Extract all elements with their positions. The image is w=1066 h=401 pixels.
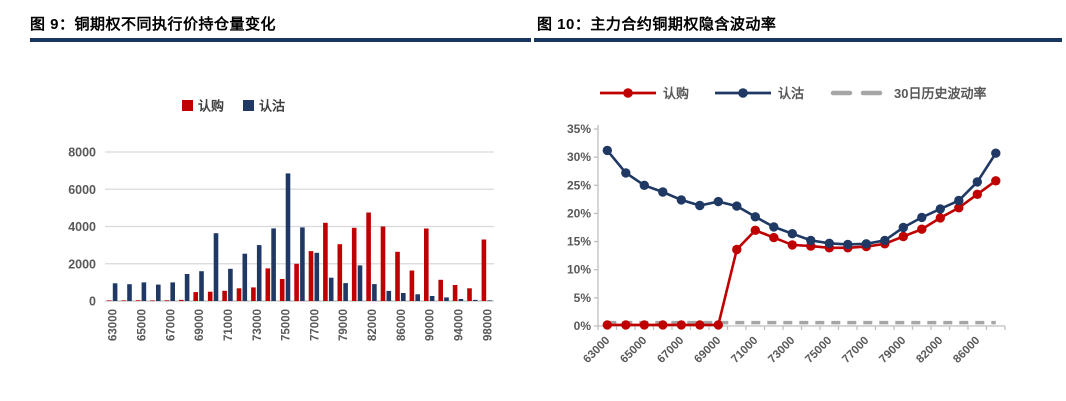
svg-text:77000: 77000 [840,335,871,366]
legend-swatch-call [182,100,193,111]
legend-swatch-put [243,100,254,111]
svg-text:86000: 86000 [396,309,408,341]
svg-text:98000: 98000 [482,309,494,341]
svg-text:82000: 82000 [367,309,379,341]
svg-text:69000: 69000 [194,309,206,341]
svg-text:63000: 63000 [108,309,120,341]
svg-text:4000: 4000 [68,220,96,234]
svg-text:15%: 15% [567,235,591,249]
svg-text:0%: 0% [574,319,592,333]
legend-label-put: 认沽 [259,99,285,114]
svg-text:90000: 90000 [425,309,437,341]
legend: 认购 认沽 [182,99,285,114]
legend-label-call: 认购 [663,86,689,101]
svg-text:69000: 69000 [692,335,723,366]
figure-10-title: 图 10：主力合约铜期权隐含波动率 [537,16,777,33]
legend: 认购 认沽 30日历史波动率 [600,86,986,101]
svg-text:0: 0 [89,295,96,309]
svg-text:65000: 65000 [618,335,649,366]
figure-10-title-rule [534,38,1062,42]
y-axis: 0 2000 4000 6000 8000 [68,146,494,309]
svg-text:77000: 77000 [309,309,321,341]
figure-9-title: 图 9：铜期权不同执行价持仓量变化 [30,16,277,33]
svg-text:8000: 8000 [68,146,96,160]
legend-label-hv30: 30日历史波动率 [894,86,986,101]
x-axis: 63000 65000 67000 69000 71000 73000 75000 77000… [108,309,495,341]
svg-text:75000: 75000 [803,335,834,366]
svg-text:6000: 6000 [68,183,96,197]
svg-text:65000: 65000 [137,309,149,341]
svg-text:5%: 5% [574,291,592,305]
bar-series-put [112,173,492,301]
implied-volatility-line-chart: 认购 认沽 30日历史波动率 0% 5% 10% 15% 20% 25% 30% 35% 63000 6… [533,60,1066,401]
svg-text:67000: 67000 [655,335,686,366]
figure-9: 图 9：铜期权不同执行价持仓量变化 认购 认沽 0 2000 4000 6000 8000 6… [0,16,533,401]
svg-text:25%: 25% [567,178,591,192]
open-interest-bar-chart: 认购 认沽 0 2000 4000 6000 8000 63000 65000 67000 6900… [0,60,533,401]
svg-text:86000: 86000 [951,335,982,366]
svg-text:35%: 35% [567,122,591,136]
svg-text:71000: 71000 [729,335,760,366]
svg-text:79000: 79000 [338,309,350,341]
series-call-line [602,176,1001,330]
svg-text:82000: 82000 [914,335,945,366]
svg-text:71000: 71000 [223,309,235,341]
bar-series-call [107,212,487,302]
svg-text:63000: 63000 [581,335,612,366]
svg-text:67000: 67000 [165,309,177,341]
series-put-line [602,145,1001,250]
svg-text:2000: 2000 [68,257,96,271]
figure-10: 图 10：主力合约铜期权隐含波动率 认购 认沽 30日历史波动率 0% 5% 10% 15%… [533,0,1066,401]
svg-text:73000: 73000 [766,335,797,366]
svg-text:75000: 75000 [281,309,293,341]
svg-text:94000: 94000 [454,309,466,341]
figure-9-title-rule [30,38,531,42]
svg-text:10%: 10% [567,263,591,277]
svg-text:30%: 30% [567,150,591,164]
legend-label-put: 认沽 [778,86,804,101]
svg-text:20%: 20% [567,206,591,220]
y-axis: 0% 5% 10% 15% 20% 25% 30% 35% [567,122,599,333]
svg-text:73000: 73000 [252,309,264,341]
svg-text:79000: 79000 [877,335,908,366]
legend-label-call: 认购 [198,99,224,114]
x-axis: 63000 65000 67000 69000 71000 73000 75000 77000… [581,325,1006,366]
